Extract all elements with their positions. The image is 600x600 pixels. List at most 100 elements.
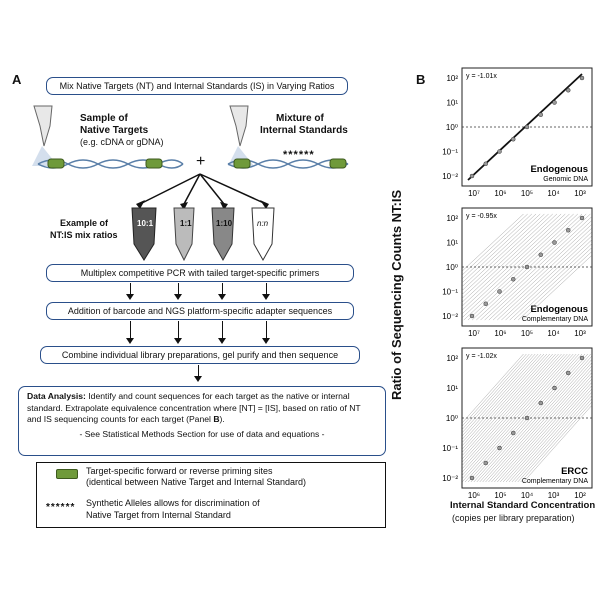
regression-trace [523,405,593,483]
mix-step-text: Mix Native Targets (NT) and Internal Sta… [59,81,335,91]
panel-b-plots: 10² 10¹ 10⁰ 10⁻¹ 10⁻² 10⁷ 10⁶ 10⁵ 10⁴ 10³ y = -1.0… [442,67,593,500]
regression-trace [461,353,527,427]
panel-a-letter: A [12,72,22,87]
regression-trace [461,353,536,437]
x-tick-label: 10⁶ [494,189,506,198]
y-tick-label: 10¹ [446,99,458,108]
plot-title: Endogenous [530,164,588,175]
y-tick-label: 10² [446,74,458,83]
y-tick-label: 10⁻² [442,172,458,181]
regression-trace [497,375,593,483]
regression-trace [461,353,553,457]
data-point [566,370,571,376]
x-tick-label: 10⁵ [494,491,506,500]
regression-trace [517,251,593,321]
y-tick-label: 10⁻¹ [442,148,458,157]
ratio-tubes [131,207,275,262]
regression-trace [461,213,533,280]
tube-icon [173,207,195,262]
data-point [538,252,543,257]
y-tick-label: 10⁻¹ [442,288,458,297]
sequence-step-text: Combine individual library preparations,… [61,350,339,360]
data-point [524,264,530,270]
legend-green-2: (identical between Native Target and Int… [86,477,306,487]
data-point [497,289,502,294]
data-point [552,385,557,391]
regression-trace [461,353,577,483]
sample-label-3: (e.g. cDNA or gDNA) [80,137,164,147]
regression-trace [461,353,533,434]
arrow-head [262,338,270,344]
regression-trace [461,213,566,311]
plot-subtitle: Complementary DNA [522,316,588,323]
x-tick-label: 10⁷ [468,329,480,338]
y-tick-label: 10⁻² [442,312,458,321]
x-tick-label: 10⁷ [468,189,480,198]
data-point [483,460,488,466]
regression-trace [505,385,593,483]
regression-trace [473,353,589,483]
regression-trace [511,391,593,483]
sample-label-2: Native Targets [80,125,149,136]
data-point [483,161,488,166]
arrow-head [218,338,226,344]
panel-b-letter: B [416,72,426,87]
regression-trace [479,355,593,483]
data-point [524,415,530,421]
data-point [497,445,502,451]
arrow-stem [178,283,180,295]
x-tick-label: 10³ [574,329,586,338]
panel-b-xlabel: Internal Standard Concentration [450,500,596,511]
data-point [511,277,516,282]
regression-trace [461,353,548,450]
analysis-panel-ref: B [213,414,220,424]
y-tick-label: 10¹ [446,384,458,393]
pipette-tip-icon [228,105,254,166]
regression-trace [513,247,593,321]
x-tick-label: 10⁵ [521,189,533,198]
adapter-step-box: Addition of barcode and NGS platform-spe… [46,302,354,320]
y-tick-label: 10⁰ [446,123,458,132]
dna-strand-icon [37,158,184,169]
x-tick-label: 10² [574,491,586,500]
tube-label-1: 10:1 [137,219,154,228]
regression-trace [476,353,591,483]
legend-green-1: Target-specific forward or reverse primi… [86,466,273,476]
primer-site-swatch [56,469,78,479]
synthetic-allele-asterisks: ****** [283,149,315,161]
y-tick-label: 10⁻² [442,474,458,483]
regression-trace [482,359,593,483]
regression-trace [461,213,574,318]
data-point [497,149,502,154]
regression-trace [497,231,593,321]
data-point [538,400,543,406]
regression-trace [461,353,539,440]
data-point [524,124,530,130]
pipette-tip-icon [32,105,58,166]
regression-trace [461,353,545,447]
analysis-end: ). [219,414,225,424]
regression-trace [461,213,528,276]
dna-strand-icon [227,158,349,169]
regression-trace [461,213,537,284]
sample-label-1: Sample of [80,113,128,124]
regression-trace [491,368,593,483]
tube-label-4: n:n [257,219,269,228]
regression-trace [461,353,568,473]
regression-trace [494,372,593,483]
arrow-stem [222,283,224,295]
y-tick-label: 10⁰ [446,414,458,423]
arrow-stem [130,321,132,339]
regression-trace [508,388,593,483]
analysis-text: Identify and count sequences for each ta… [27,391,361,424]
y-tick-label: 10⁻¹ [442,444,458,453]
regression-equation: y = -1.02x [466,353,497,360]
regression-trace [464,353,580,483]
example-label-2: NT:IS mix ratios [50,230,118,240]
mixture-label-1: Mixture of [276,113,324,124]
arrow-head [174,294,182,300]
data-point [579,215,585,221]
arrow-head [218,294,226,300]
adapter-step-text: Addition of barcode and NGS platform-spe… [67,306,333,316]
regression-trace [461,353,551,453]
